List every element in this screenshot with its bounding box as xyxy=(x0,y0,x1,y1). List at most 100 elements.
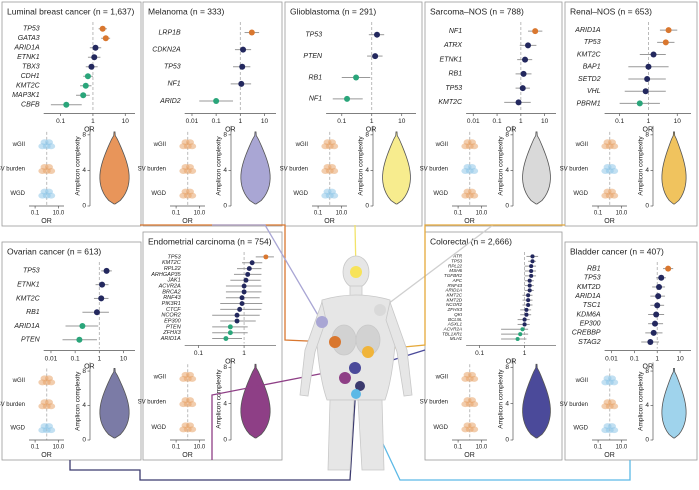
gene-label: BAP1 xyxy=(583,64,601,71)
odds-ratio-point xyxy=(227,330,233,336)
gene-label: PTEN xyxy=(303,53,323,60)
y-axis-label: Amplicon complexity xyxy=(498,136,505,196)
row-label: wGII xyxy=(575,378,589,384)
effect-blob xyxy=(47,167,56,174)
odds-ratio-point xyxy=(527,278,532,283)
row-label: wGII xyxy=(12,142,26,148)
gene-label: KMT2D xyxy=(446,297,462,302)
panel: Ovarian cancer (n = 613) TP53 ETNK1 KMT2C RB… xyxy=(0,241,142,461)
x-tick-label: 1 xyxy=(242,350,246,357)
gene-label: TP53 xyxy=(305,32,322,39)
odds-ratio-point xyxy=(344,95,351,102)
x-tick-label: 0.1 xyxy=(172,211,181,217)
gene-label: STAG2 xyxy=(578,339,601,346)
gene-label: EP300 xyxy=(164,318,181,324)
odds-ratio-point xyxy=(99,25,106,32)
odds-ratio-point xyxy=(645,63,652,70)
violin xyxy=(382,131,411,205)
effect-blob xyxy=(470,375,479,382)
effect-blob xyxy=(188,143,197,150)
row-label: wGII xyxy=(435,374,449,380)
torso xyxy=(316,294,396,401)
gene-label: TP53 xyxy=(445,85,462,92)
x-axis-label: OR xyxy=(506,126,517,133)
y-tick-label: 0 xyxy=(223,203,227,210)
odds-ratio-point xyxy=(654,302,661,309)
panel-title: Renal–NOS (n = 653) xyxy=(570,6,652,16)
row-label: wGII xyxy=(153,142,167,148)
gene-label: PBRM1 xyxy=(576,100,600,107)
gene-label: TP53 xyxy=(451,259,462,264)
x-axis-label: OR xyxy=(604,452,615,459)
connector xyxy=(379,224,494,311)
gene-label: BRCA2 xyxy=(162,289,180,295)
y-tick-label: 0 xyxy=(223,437,227,444)
x-tick-label: 10 xyxy=(122,118,130,125)
effect-blob xyxy=(610,427,619,434)
organ-dot xyxy=(339,372,351,384)
panel-title: Glioblastoma (n = 291) xyxy=(290,6,376,16)
odds-ratio-point xyxy=(82,82,89,89)
y-tick-label: 0 xyxy=(505,437,509,444)
violin xyxy=(240,363,271,439)
odds-ratio-point xyxy=(237,306,243,312)
gene-label: CDH1 xyxy=(21,73,40,80)
panel-title: Bladder cancer (n = 407) xyxy=(570,246,664,256)
gene-label: ATR xyxy=(452,254,463,259)
panel-title: Luminal breast cancer (n = 1,637) xyxy=(7,6,135,16)
odds-ratio-point xyxy=(99,281,106,288)
odds-ratio-point xyxy=(665,265,672,272)
y-axis-label: Amplicon complexity xyxy=(638,371,645,431)
odds-ratio-point xyxy=(527,288,532,293)
odds-ratio-point xyxy=(524,307,529,312)
y-tick-label: 8 xyxy=(82,132,86,139)
gene-label: ARID1A xyxy=(574,27,601,34)
gene-label: TBL1XR1 xyxy=(442,331,462,336)
odds-ratio-point xyxy=(92,44,99,51)
x-axis-label: OR xyxy=(225,358,236,365)
gene-label: APC xyxy=(452,278,463,283)
x-tick-label: 0.1 xyxy=(314,211,323,217)
violin xyxy=(522,131,551,205)
gene-label: ETNK1 xyxy=(17,54,40,61)
gene-label: KDM6A xyxy=(576,311,600,318)
effect-blob xyxy=(330,167,339,174)
row-label: WGD xyxy=(573,426,588,432)
x-tick-label: 0.1 xyxy=(615,118,624,125)
odds-ratio-point xyxy=(239,63,246,70)
odds-ratio-point xyxy=(245,271,251,277)
odds-ratio-point xyxy=(79,322,86,329)
y-tick-label: 8 xyxy=(223,364,227,371)
row-label: WGD xyxy=(10,426,25,432)
x-tick-label: 0.01 xyxy=(605,355,618,362)
x-tick-label: 0.01 xyxy=(186,118,199,125)
panel-title: Melanoma (n = 333) xyxy=(148,6,224,16)
panel: Sarcoma–NOS (n = 788) NF1 ATRX ETNK1 RB1 TP53… xyxy=(420,1,563,227)
x-tick-label: 1 xyxy=(97,355,101,362)
gene-label: ARHGAP35 xyxy=(150,272,181,278)
gene-label: PIK3R1 xyxy=(162,301,181,307)
effect-blob xyxy=(610,167,619,174)
x-tick-label: 1 xyxy=(647,118,651,125)
row-label: WGD xyxy=(433,191,448,197)
odds-ratio-point xyxy=(353,74,360,81)
odds-ratio-point xyxy=(522,317,527,322)
odds-ratio-point xyxy=(372,53,379,60)
gene-label: QKI xyxy=(454,312,463,317)
x-tick-label: 0.1 xyxy=(493,118,502,125)
x-axis-label: OR xyxy=(84,126,95,133)
odds-ratio-point xyxy=(248,29,255,36)
y-tick-label: 8 xyxy=(645,132,649,139)
x-axis-label: OR xyxy=(84,363,95,370)
row-label: SV burden xyxy=(0,167,25,173)
gene-label: ATRX xyxy=(443,42,462,49)
y-tick-label: 4 xyxy=(82,402,86,409)
odds-ratio-point xyxy=(652,320,659,327)
gene-label: KMT2C xyxy=(16,83,41,90)
organ-dot xyxy=(349,362,361,374)
x-axis-label: OR xyxy=(225,126,236,133)
x-tick-label: 1 xyxy=(519,118,523,125)
y-tick-label: 8 xyxy=(505,364,509,371)
odds-ratio-point xyxy=(63,101,70,108)
violin xyxy=(661,368,687,439)
